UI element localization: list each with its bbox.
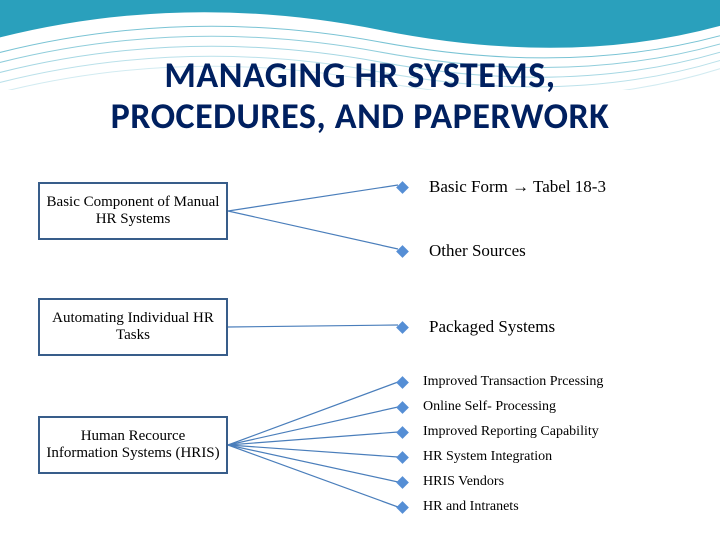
bullet-icon	[396, 376, 409, 389]
title-line-2: PROCEDURES, AND PAPERWORK	[0, 96, 720, 137]
bullet-icon	[396, 181, 409, 194]
bullet-icon	[396, 476, 409, 489]
list-item-g2-0: Packaged Systems	[398, 316, 555, 337]
item-label: Improved Reporting Capability	[423, 424, 599, 439]
page-title: MANAGING HR SYSTEMS, PROCEDURES, AND PAP…	[0, 55, 720, 138]
item-label: HRIS Vendors	[423, 474, 504, 489]
list-item-g3-1: Online Self- Processing	[398, 399, 556, 415]
title-line-1: MANAGING HR SYSTEMS,	[0, 55, 720, 96]
list-item-g3-4: HRIS Vendors	[398, 474, 504, 490]
item-label: HR and Intranets	[423, 499, 519, 514]
bullet-icon	[396, 245, 409, 258]
list-item-g1-1: Other Sources	[398, 240, 526, 261]
box-label: Human Recource Information Systems (HRIS…	[46, 428, 220, 462]
list-item-g1-0: Basic Form → Tabel 18-3	[398, 176, 606, 197]
list-item-g3-0: Improved Transaction Prcessing	[398, 374, 603, 390]
bullet-icon	[396, 426, 409, 439]
bullet-icon	[396, 321, 409, 334]
item-label: Improved Transaction Prcessing	[423, 374, 603, 389]
bullet-icon	[396, 401, 409, 414]
item-label: Other Sources	[429, 241, 526, 260]
item-label: Basic Form → Tabel 18-3	[429, 177, 606, 196]
item-label: Online Self- Processing	[423, 399, 556, 414]
box-label: Automating Individual HR Tasks	[46, 310, 220, 344]
box-basic-component: Basic Component of Manual HR Systems	[38, 182, 228, 240]
item-label: HR System Integration	[423, 449, 552, 464]
item-label: Packaged Systems	[429, 317, 555, 336]
box-hris: Human Recource Information Systems (HRIS…	[38, 416, 228, 474]
box-automating-tasks: Automating Individual HR Tasks	[38, 298, 228, 356]
list-item-g3-3: HR System Integration	[398, 449, 552, 465]
bullet-icon	[396, 501, 409, 514]
list-item-g3-2: Improved Reporting Capability	[398, 424, 599, 440]
box-label: Basic Component of Manual HR Systems	[46, 194, 220, 228]
bullet-icon	[396, 451, 409, 464]
list-item-g3-5: HR and Intranets	[398, 499, 519, 515]
